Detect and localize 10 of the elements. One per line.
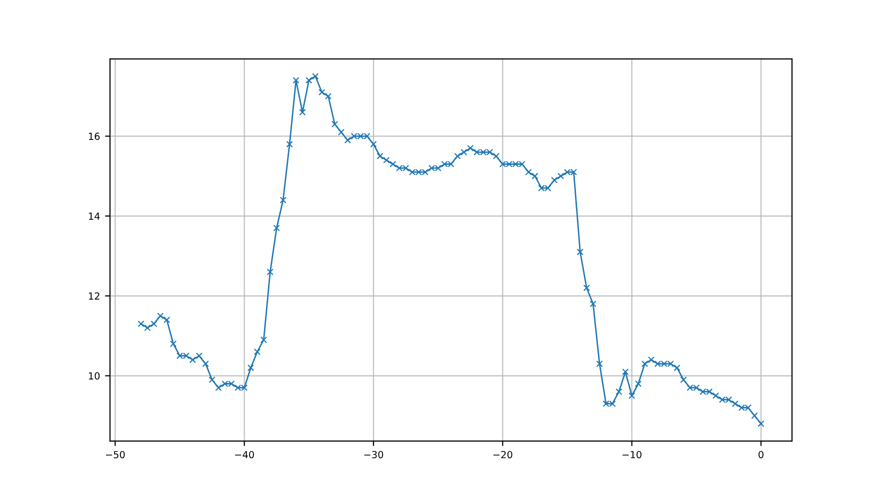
x-tick-label: 0 <box>758 450 764 458</box>
y-tick-label: 14 <box>88 212 100 220</box>
x-tick-label: −20 <box>493 450 512 458</box>
x-tick-label: −50 <box>106 450 125 458</box>
y-tick-label: 16 <box>88 132 100 140</box>
x-tick-label: −40 <box>235 450 254 458</box>
x-tick-label: −30 <box>364 450 384 458</box>
y-tick-label: 10 <box>88 372 100 380</box>
y-tick-label: 12 <box>88 292 100 300</box>
x-tick-label: −10 <box>622 450 642 458</box>
